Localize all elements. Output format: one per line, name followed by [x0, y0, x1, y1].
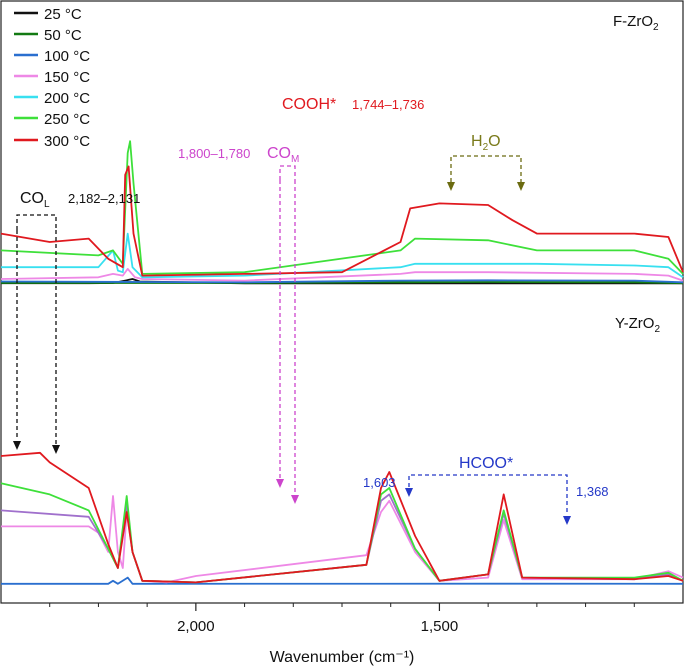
- com-bracket: [279, 165, 296, 180]
- series-line-100c: [0, 279, 684, 284]
- h2o-bracket: [450, 155, 522, 182]
- h2o-pre: H: [471, 133, 483, 150]
- arrowhead-icon: [447, 182, 455, 191]
- h2o-subscript: 2: [483, 142, 489, 153]
- series-line-50c: [1, 281, 684, 285]
- legend-label: 250 °C: [44, 111, 90, 128]
- panel-name: Y-ZrO: [615, 315, 654, 332]
- arrowhead-icon: [517, 182, 525, 191]
- x-axis-label: Wavenumber (cm⁻¹): [270, 649, 415, 666]
- x-axis-ticks: 2,000 1,500: [49, 603, 635, 635]
- hcoo-bracket: [408, 474, 568, 515]
- arrowhead-icon: [13, 441, 21, 450]
- col-range: 2,182–2,131: [68, 191, 140, 206]
- com-range: 1,800–1,780: [178, 146, 250, 161]
- x-tick-label: 2,000: [177, 618, 215, 635]
- hcoo-label: HCOO*: [459, 455, 513, 472]
- arrowhead-icon: [291, 495, 299, 504]
- col-text: CO: [20, 190, 44, 207]
- panel-subscript: 2: [653, 22, 659, 33]
- panel-label-f-zro2: F-ZrO2: [613, 13, 659, 33]
- legend-label: 150 °C: [44, 69, 90, 86]
- series-line-300c: [0, 451, 684, 584]
- series-line-150c: [0, 268, 684, 282]
- annotation-cooh: COOH* 1,744–1,736: [282, 96, 424, 113]
- series-line-250c: [0, 140, 684, 275]
- series-line-300c: [0, 165, 684, 277]
- annotation-col: COL 2,182–2,131: [13, 190, 140, 454]
- h2o-label: H2O: [471, 133, 501, 153]
- hcoo-right-value: 1,368: [576, 484, 609, 499]
- series-line-200c: [1, 232, 684, 279]
- series-line-100c: [1, 576, 684, 585]
- com-subscript: M: [291, 154, 299, 165]
- annotation-h2o: H2O: [447, 133, 525, 191]
- panel-name: F-ZrO: [613, 13, 653, 30]
- plot-frame: [0, 0, 684, 604]
- series-line-150c: [1, 495, 684, 584]
- panel-subscript: 2: [654, 324, 660, 335]
- legend-label: 25 °C: [44, 6, 82, 23]
- col-bracket: [16, 214, 57, 230]
- annotation-hcoo: HCOO* 1,603 1,368: [363, 455, 609, 525]
- arrowhead-icon: [405, 488, 413, 497]
- legend-label: 200 °C: [44, 90, 90, 107]
- col-label: COL: [20, 190, 50, 210]
- legend-label: 100 °C: [44, 48, 90, 65]
- arrowhead-icon: [563, 516, 571, 525]
- y-zro2-spectra: [0, 451, 684, 585]
- f-zro2-spectra: [0, 140, 684, 285]
- legend-label: 300 °C: [44, 133, 90, 150]
- cooh-label: COOH*: [282, 96, 336, 113]
- arrowhead-icon: [276, 479, 284, 488]
- col-subscript: L: [44, 199, 50, 210]
- annotation-com: 1,800–1,780 COM: [178, 145, 299, 504]
- hcoo-left-value: 1,603: [363, 475, 396, 490]
- legend-label: 50 °C: [44, 27, 82, 44]
- h2o-post: O: [488, 133, 500, 150]
- com-label: COM: [267, 145, 299, 165]
- com-text: CO: [267, 145, 291, 162]
- arrowhead-icon: [52, 445, 60, 454]
- x-tick-label: 1,500: [421, 618, 459, 635]
- cooh-range: 1,744–1,736: [352, 97, 424, 112]
- panel-label-y-zro2: Y-ZrO2: [615, 315, 660, 335]
- legend: 25 °C 50 °C 100 °C 150 °C 200 °C 250 °C …: [14, 6, 90, 150]
